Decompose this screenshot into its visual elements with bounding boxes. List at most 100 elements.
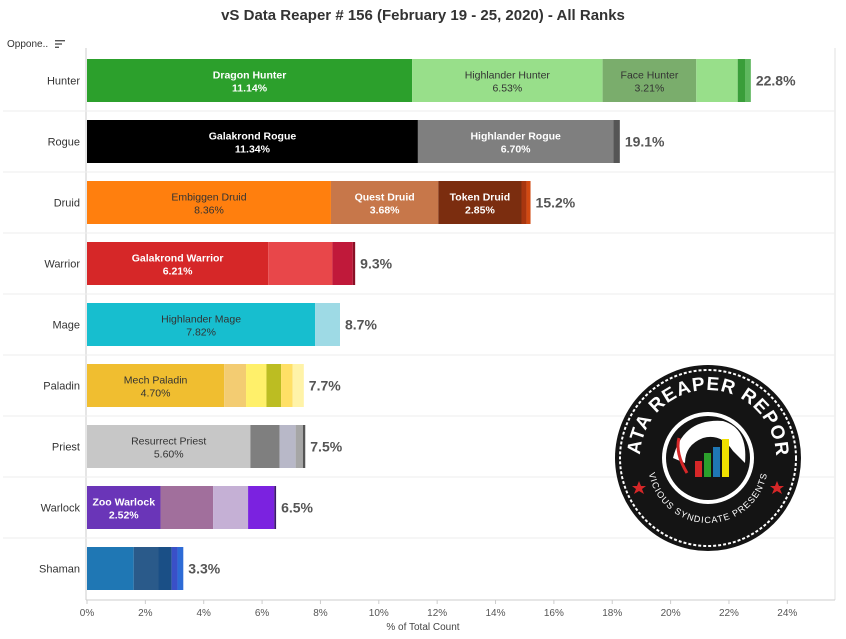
bar-segment [246, 364, 267, 407]
category-label: Rogue [48, 137, 80, 149]
x-tick-label: 14% [486, 608, 506, 619]
bar-segment [87, 303, 316, 346]
segment-name-label: Dragon Hunter [213, 70, 287, 82]
segment-name-label: Highlander Mage [161, 314, 241, 326]
segment-value-label: 4.70% [141, 388, 171, 400]
bar-segment [213, 486, 249, 529]
segment-name-label: Highlander Hunter [465, 70, 551, 82]
reaper-hood-icon [673, 420, 746, 463]
total-label: 7.7% [309, 378, 341, 394]
left-star-icon [632, 481, 646, 494]
bar-segment [87, 120, 418, 163]
bar-segment [602, 59, 697, 102]
segment-name-label: Face Hunter [621, 70, 679, 82]
x-tick-label: 6% [255, 608, 270, 619]
sort-icon[interactable] [54, 38, 66, 50]
bar-segment [158, 547, 172, 590]
x-tick-label: 16% [544, 608, 564, 619]
total-label: 3.3% [188, 561, 220, 577]
segment-name-label: Embiggen Druid [171, 192, 246, 204]
x-tick-label: 2% [138, 608, 153, 619]
x-tick-label: 10% [369, 608, 389, 619]
bar-segment [87, 486, 161, 529]
bar-segment [87, 425, 251, 468]
segment-name-label: Highlander Rogue [470, 131, 561, 143]
x-tick-label: 0% [80, 608, 95, 619]
chart-title: vS Data Reaper # 156 (February 19 - 25, … [221, 7, 625, 24]
bar-segment [87, 242, 269, 285]
segment-value-label: 6.53% [492, 83, 522, 95]
bar-icon-red [695, 461, 702, 477]
x-tick-label: 18% [602, 608, 622, 619]
data-reaper-badge: DATA REAPER REPORT VICIOUS SYNDICATE PRE… [613, 363, 801, 551]
x-tick-label: 22% [719, 608, 739, 619]
segment-value-label: 5.60% [154, 449, 184, 461]
segment-name-label: Zoo Warlock [92, 497, 155, 509]
x-tick-label: 24% [777, 608, 797, 619]
bar-segment [521, 181, 527, 224]
right-star-icon [770, 481, 784, 494]
category-label: Warrior [44, 259, 80, 271]
bar-segment [177, 547, 184, 590]
bar-segment [87, 364, 225, 407]
bar-segment [332, 242, 353, 285]
segment-name-label: Galakrond Warrior [132, 253, 224, 265]
bar-segment [302, 425, 306, 468]
bar-segment [266, 364, 282, 407]
bar-segment [250, 425, 280, 468]
total-label: 7.5% [310, 439, 342, 455]
total-label: 15.2% [536, 195, 576, 211]
category-label: Mage [52, 320, 80, 332]
total-label: 8.7% [345, 317, 377, 333]
bar-segment [279, 425, 296, 468]
bar-segment [315, 303, 340, 346]
bar-icon-yellow [722, 439, 729, 477]
total-label: 22.8% [756, 73, 796, 89]
segment-value-label: 8.36% [194, 205, 224, 217]
bar-segment [352, 242, 356, 285]
bar-segment [87, 59, 413, 102]
total-label: 19.1% [625, 134, 665, 150]
bar-segment [268, 242, 333, 285]
bar-segment [745, 59, 751, 102]
bar-segment [737, 59, 746, 102]
segment-value-label: 3.21% [635, 83, 665, 95]
bar-segment [281, 364, 293, 407]
bar-segment [696, 59, 738, 102]
segment-name-label: Quest Druid [355, 192, 415, 204]
x-tick-label: 8% [313, 608, 328, 619]
bar-icon-blue [713, 447, 720, 477]
bar-segment [87, 181, 331, 224]
total-label: 9.3% [360, 256, 392, 272]
category-label: Priest [52, 442, 80, 454]
category-label: Shaman [39, 564, 80, 576]
segment-value-label: 6.21% [163, 266, 193, 278]
bar-icon-green [704, 453, 711, 477]
bar-segment [330, 181, 439, 224]
x-tick-label: 4% [196, 608, 211, 619]
bar-segment [160, 486, 214, 529]
segment-value-label: 3.68% [370, 205, 400, 217]
segment-name-label: Galakrond Rogue [209, 131, 297, 143]
x-axis-label: % of Total Count [386, 622, 460, 633]
bar-segment [224, 364, 247, 407]
bar-segment [292, 364, 304, 407]
category-label: Druid [54, 198, 80, 210]
x-tick-label: 20% [661, 608, 681, 619]
bar-segment [295, 425, 303, 468]
segment-name-label: Token Druid [450, 192, 510, 204]
segment-value-label: 2.85% [465, 205, 495, 217]
segment-name-label: Mech Paladin [124, 375, 188, 387]
category-label: Warlock [41, 503, 81, 515]
opponent-filter-label[interactable]: Oppone.. [7, 39, 49, 50]
x-tick-label: 12% [427, 608, 447, 619]
bar-segment [526, 181, 531, 224]
segment-name-label: Resurrect Priest [131, 436, 206, 448]
bar-segment [613, 120, 620, 163]
bar-segment [133, 547, 159, 590]
category-label: Paladin [43, 381, 80, 393]
bar-segment [171, 547, 178, 590]
bar-segment [412, 59, 603, 102]
segment-value-label: 11.14% [232, 83, 268, 95]
